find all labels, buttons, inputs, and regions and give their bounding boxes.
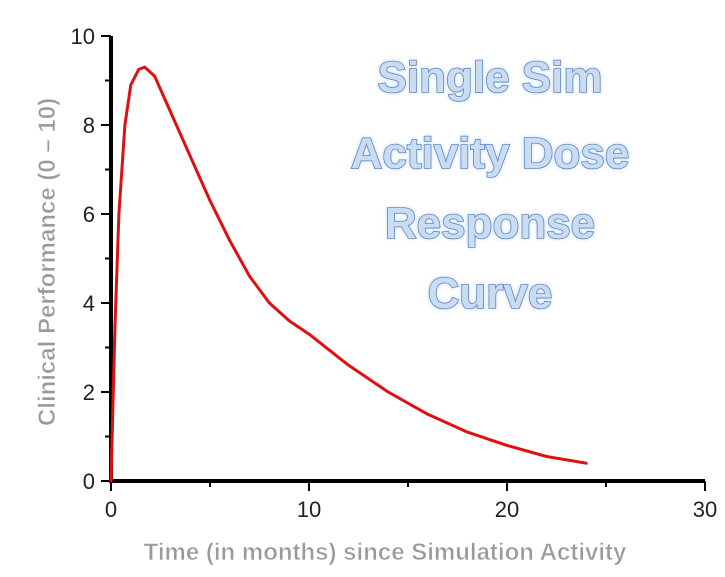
x-axis-title: Time (in months) since Simulation Activi… — [144, 539, 627, 566]
chart-title-line: Curve — [428, 269, 553, 318]
y-tick-label: 0 — [83, 469, 95, 494]
x-tick-label: 20 — [495, 497, 519, 522]
series-line — [109, 65, 588, 483]
y-tick-label: 2 — [83, 380, 95, 405]
x-tick-label: 0 — [105, 497, 117, 522]
y-tick-label: 4 — [83, 291, 95, 316]
chart-title-line: Single Sim — [378, 53, 603, 102]
y-tick-label: 8 — [83, 113, 95, 138]
y-axis-title: Clinical Performance (0 – 10) — [34, 98, 61, 426]
x-tick-label: 10 — [297, 497, 321, 522]
y-tick-label: 6 — [83, 202, 95, 227]
chart-title-line: Activity Dose — [351, 129, 630, 178]
chart-title: Single Sim Activity Dose Response Curve — [350, 52, 630, 319]
y-tick-label: 10 — [71, 24, 95, 49]
x-tick-label: 30 — [693, 497, 717, 522]
chart-title-line: Response — [385, 199, 595, 248]
